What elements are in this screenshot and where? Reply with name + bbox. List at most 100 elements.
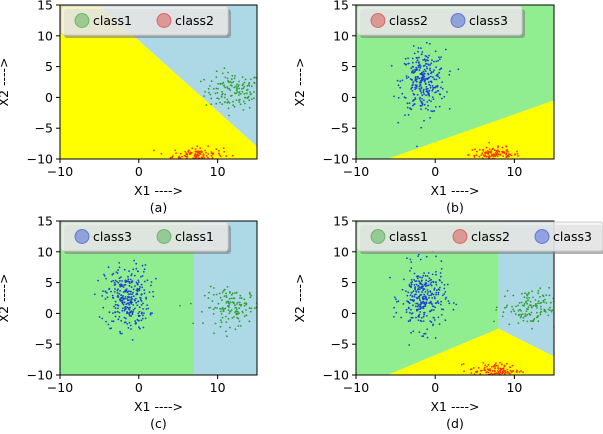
y-tick-label: 5: [341, 59, 349, 74]
data-point-class3: [430, 321, 433, 323]
data-point-class3: [140, 304, 143, 306]
data-point-class1: [524, 313, 527, 315]
data-point-class3: [417, 66, 420, 69]
y-tick-label: 10: [333, 28, 349, 43]
data-point-class3: [141, 264, 144, 267]
data-point-class1: [545, 294, 548, 296]
data-point-class1: [243, 93, 246, 95]
data-point-class3: [444, 298, 447, 300]
data-point-class3: [418, 88, 421, 90]
data-point-class2: [482, 150, 485, 152]
data-point-class1: [220, 319, 222, 322]
data-point-class3: [419, 96, 421, 99]
data-point-class3: [446, 91, 448, 93]
data-point-class3: [144, 264, 147, 266]
data-point-class3: [119, 332, 122, 335]
data-point-class3: [426, 101, 429, 103]
data-point-class1: [224, 76, 227, 79]
data-point-class1: [551, 309, 554, 312]
data-point-class3: [123, 316, 126, 319]
data-point-class3: [410, 67, 413, 70]
data-point-class2: [494, 363, 496, 366]
data-point-class1: [556, 303, 558, 305]
data-point-class1: [511, 305, 513, 308]
data-point-class1: [225, 296, 228, 298]
data-point-class3: [433, 110, 436, 112]
data-point-class1: [235, 92, 238, 95]
data-point-class3: [146, 279, 149, 282]
data-point-class2: [511, 364, 514, 367]
data-point-class3: [117, 269, 119, 271]
data-point-class3: [410, 281, 412, 284]
data-point-class2: [205, 151, 207, 154]
data-point-class3: [120, 276, 122, 278]
data-point-class3: [422, 274, 425, 277]
data-point-class3: [130, 302, 133, 305]
data-point-class3: [104, 298, 107, 300]
legend-marker-class3: [450, 13, 466, 28]
data-point-class3: [436, 289, 438, 292]
data-point-class3: [426, 328, 429, 331]
data-point-class2: [498, 150, 500, 153]
data-point-class3: [417, 288, 419, 291]
data-point-class2: [483, 155, 486, 158]
data-point-class3: [452, 308, 455, 311]
data-point-class1: [231, 317, 234, 319]
data-point-class3: [421, 287, 424, 289]
data-point-class3: [436, 300, 439, 303]
data-point-class3: [126, 312, 129, 314]
data-point-class3: [407, 320, 410, 323]
data-point-class3: [118, 311, 121, 314]
y-tick-label: −10: [27, 368, 53, 383]
data-point-class3: [114, 315, 117, 318]
data-point-class3: [397, 96, 400, 99]
data-point-class1: [504, 295, 506, 298]
data-point-class3: [106, 292, 108, 294]
panel-caption: (c): [150, 416, 167, 431]
data-point-class2: [494, 367, 496, 370]
data-point-class3: [443, 293, 446, 295]
data-point-class3: [142, 308, 144, 310]
data-point-class3: [424, 282, 427, 284]
data-point-class1: [243, 102, 246, 105]
data-point-class3: [141, 311, 143, 314]
data-point-class3: [440, 303, 442, 306]
data-point-class1: [239, 294, 242, 297]
legend: class1 class2 class3: [356, 221, 603, 254]
data-point-class1: [239, 297, 241, 299]
data-point-class2: [485, 146, 488, 149]
data-point-class1: [220, 308, 223, 310]
data-point-class3: [420, 101, 423, 104]
data-point-class1: [531, 320, 533, 322]
data-point-class2: [191, 147, 194, 150]
data-point-class1: [537, 320, 540, 323]
data-point-class3: [417, 287, 420, 290]
data-point-class3: [430, 80, 433, 83]
data-point-class3: [412, 45, 415, 47]
data-point-class3: [128, 312, 131, 314]
data-point-class3: [446, 283, 449, 286]
data-point-class2: [484, 364, 487, 367]
data-point-class3: [411, 86, 413, 89]
data-point-class3: [424, 55, 427, 57]
data-point-class1: [222, 309, 225, 311]
data-point-class1: [238, 320, 241, 323]
data-point-class3: [419, 286, 421, 289]
data-point-class3: [438, 56, 440, 59]
data-point-class3: [440, 268, 443, 270]
data-point-class3: [430, 309, 433, 311]
data-point-class3: [431, 96, 434, 98]
data-point-class1: [235, 99, 238, 101]
data-point-class2: [199, 153, 202, 155]
x-tick-label: 10: [210, 380, 226, 395]
data-point-class2: [482, 154, 485, 156]
scatter-points: [93, 259, 257, 341]
data-point-class3: [112, 312, 114, 314]
data-point-class3: [116, 310, 119, 313]
data-point-class3: [131, 297, 134, 300]
data-point-class1: [508, 323, 511, 326]
data-point-class2: [502, 367, 505, 370]
y-tick-label: −5: [35, 121, 53, 136]
data-point-class1: [215, 293, 218, 296]
data-point-class3: [437, 59, 439, 62]
